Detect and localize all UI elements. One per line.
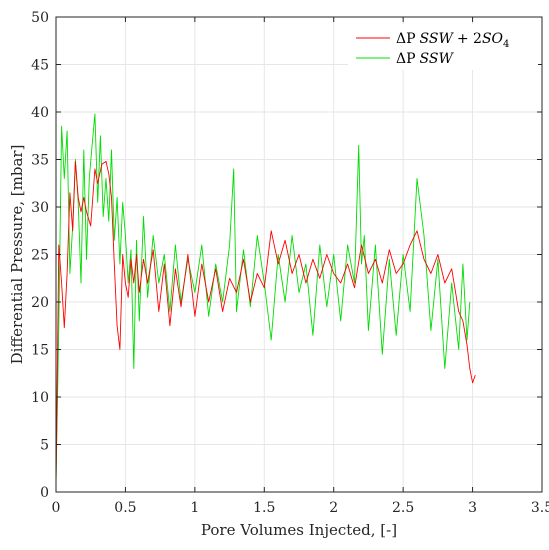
y-tick-label: 20	[31, 295, 49, 311]
y-tick-label: 50	[31, 10, 49, 26]
legend-green-italic: SSW	[420, 51, 455, 67]
y-axis-title: Differential Pressure, [mbar]	[8, 145, 26, 365]
x-tick-label: 0.5	[114, 500, 136, 516]
x-tick-label: 0	[52, 500, 61, 516]
series-layer	[55, 113, 476, 488]
legend-label-ssw: ΔP SSW	[396, 51, 454, 67]
x-tick-label: 1	[190, 500, 199, 516]
y-tick-label: 0	[40, 485, 49, 501]
x-tick-label: 3	[468, 500, 477, 516]
x-tick-label: 1.5	[253, 500, 275, 516]
y-tick-label: 45	[31, 58, 49, 74]
legend-label-ssw-2so4: ΔP SSW + 2SO4	[396, 31, 509, 50]
legend: ΔP SSW + 2SO4 ΔP SSW	[348, 24, 538, 70]
x-tick-label: 2	[329, 500, 338, 516]
y-tick-label: 35	[31, 153, 49, 169]
y-tick-label: 30	[31, 200, 49, 216]
legend-red-sub: 4	[503, 39, 509, 50]
x-axis-title: Pore Volumes Injected, [-]	[201, 521, 397, 539]
legend-red-prefix: ΔP	[396, 31, 416, 47]
legend-red-italic: SSW	[420, 31, 455, 47]
x-tick-label: 3.5	[531, 500, 549, 516]
axis-ticks: 0 0.5 1 1.5 2 2.5 3 3.5 0 5 10 15 20 25 30 35 40 45 50	[31, 10, 549, 516]
legend-box	[348, 24, 538, 70]
legend-green-prefix: ΔP	[396, 51, 416, 67]
x-tick-label: 2.5	[392, 500, 414, 516]
series-line-ssw	[55, 113, 471, 483]
y-tick-label: 40	[31, 105, 49, 121]
y-tick-label: 25	[31, 248, 49, 264]
y-tick-label: 10	[31, 390, 49, 406]
series-line-ssw-2so4	[55, 160, 476, 488]
legend-red-plus: + 2	[457, 31, 482, 47]
legend-red-italic2: SO	[482, 31, 504, 47]
y-tick-label: 5	[40, 438, 49, 454]
y-tick-label: 15	[31, 343, 49, 359]
